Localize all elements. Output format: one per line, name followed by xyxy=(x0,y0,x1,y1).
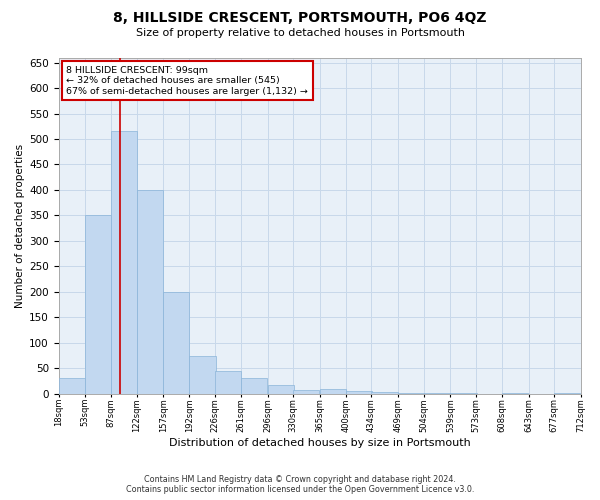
Bar xyxy=(293,390,319,394)
Bar xyxy=(110,132,137,394)
Bar xyxy=(241,378,268,394)
Bar xyxy=(320,388,346,394)
Bar xyxy=(346,391,372,394)
Text: Size of property relative to detached houses in Portsmouth: Size of property relative to detached ho… xyxy=(136,28,464,38)
Bar xyxy=(85,216,111,394)
Bar xyxy=(59,378,85,394)
Bar xyxy=(371,392,398,394)
Y-axis label: Number of detached properties: Number of detached properties xyxy=(15,144,25,308)
Bar xyxy=(163,292,189,394)
Bar xyxy=(190,356,215,394)
X-axis label: Distribution of detached houses by size in Portsmouth: Distribution of detached houses by size … xyxy=(169,438,470,448)
Bar xyxy=(137,190,163,394)
Text: Contains HM Land Registry data © Crown copyright and database right 2024.
Contai: Contains HM Land Registry data © Crown c… xyxy=(126,474,474,494)
Bar xyxy=(424,393,450,394)
Text: 8, HILLSIDE CRESCENT, PORTSMOUTH, PO6 4QZ: 8, HILLSIDE CRESCENT, PORTSMOUTH, PO6 4Q… xyxy=(113,12,487,26)
Bar xyxy=(268,384,294,394)
Bar xyxy=(215,371,241,394)
Bar xyxy=(398,393,424,394)
Text: 8 HILLSIDE CRESCENT: 99sqm
← 32% of detached houses are smaller (545)
67% of sem: 8 HILLSIDE CRESCENT: 99sqm ← 32% of deta… xyxy=(67,66,308,96)
